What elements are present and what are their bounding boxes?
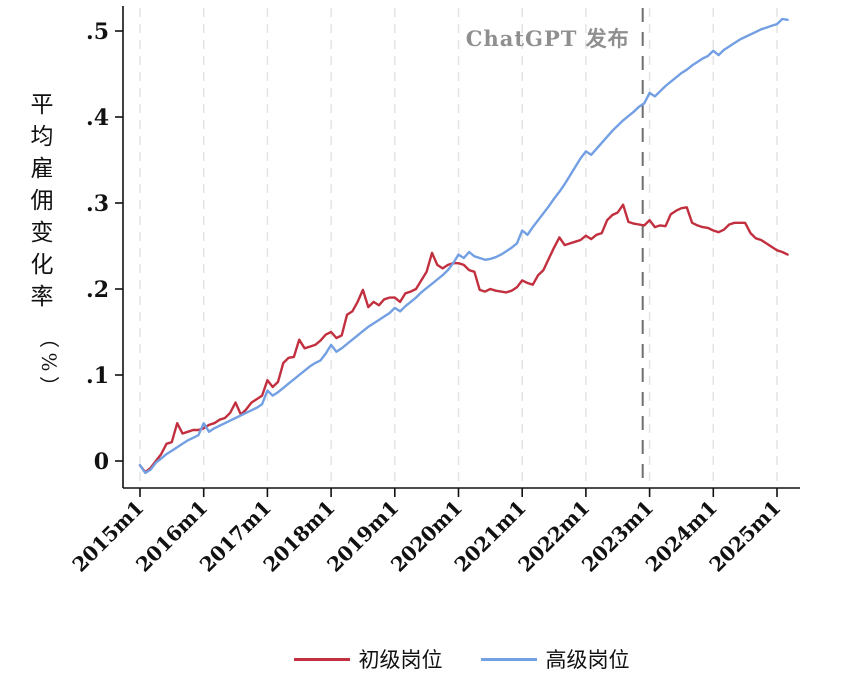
senior-series-label: 高级岗位: [545, 648, 630, 672]
y-axis-title-char-rotated: ）: [37, 376, 61, 396]
y-axis-title-char: 变: [31, 220, 54, 246]
y-axis-title-char-rotated: %: [37, 352, 61, 371]
chatgpt-release-label: ChatGPT 发布: [466, 26, 630, 51]
y-tick-label: .1: [86, 363, 109, 389]
y-axis-title-char: 均: [31, 124, 54, 150]
junior-series-line-swatch: [293, 657, 350, 661]
legend-item-senior: 高级岗位: [480, 644, 630, 674]
y-tick-label: .3: [86, 191, 109, 217]
y-axis-title-char: 佣: [31, 188, 54, 214]
y-tick-label: 0: [94, 449, 109, 475]
y-axis-title-char: 平: [31, 92, 54, 118]
legend-item-junior: 初级岗位: [293, 644, 443, 674]
chart-legend: 初级岗位 高级岗位: [123, 644, 800, 674]
y-axis-title-char: 率: [31, 284, 54, 310]
y-axis-title-char: 雇: [31, 156, 54, 182]
senior-series-line: [138, 17, 789, 475]
y-tick-label: .2: [86, 277, 109, 303]
y-tick-label: .5: [86, 19, 109, 45]
y-tick-label: .4: [86, 105, 109, 131]
junior-series-label: 初级岗位: [358, 648, 443, 672]
junior-series-line: [138, 203, 789, 474]
y-axis-title-char-rotated: （: [37, 328, 61, 348]
senior-series-line-swatch: [480, 657, 537, 661]
y-axis-title-char: 化: [31, 252, 54, 278]
